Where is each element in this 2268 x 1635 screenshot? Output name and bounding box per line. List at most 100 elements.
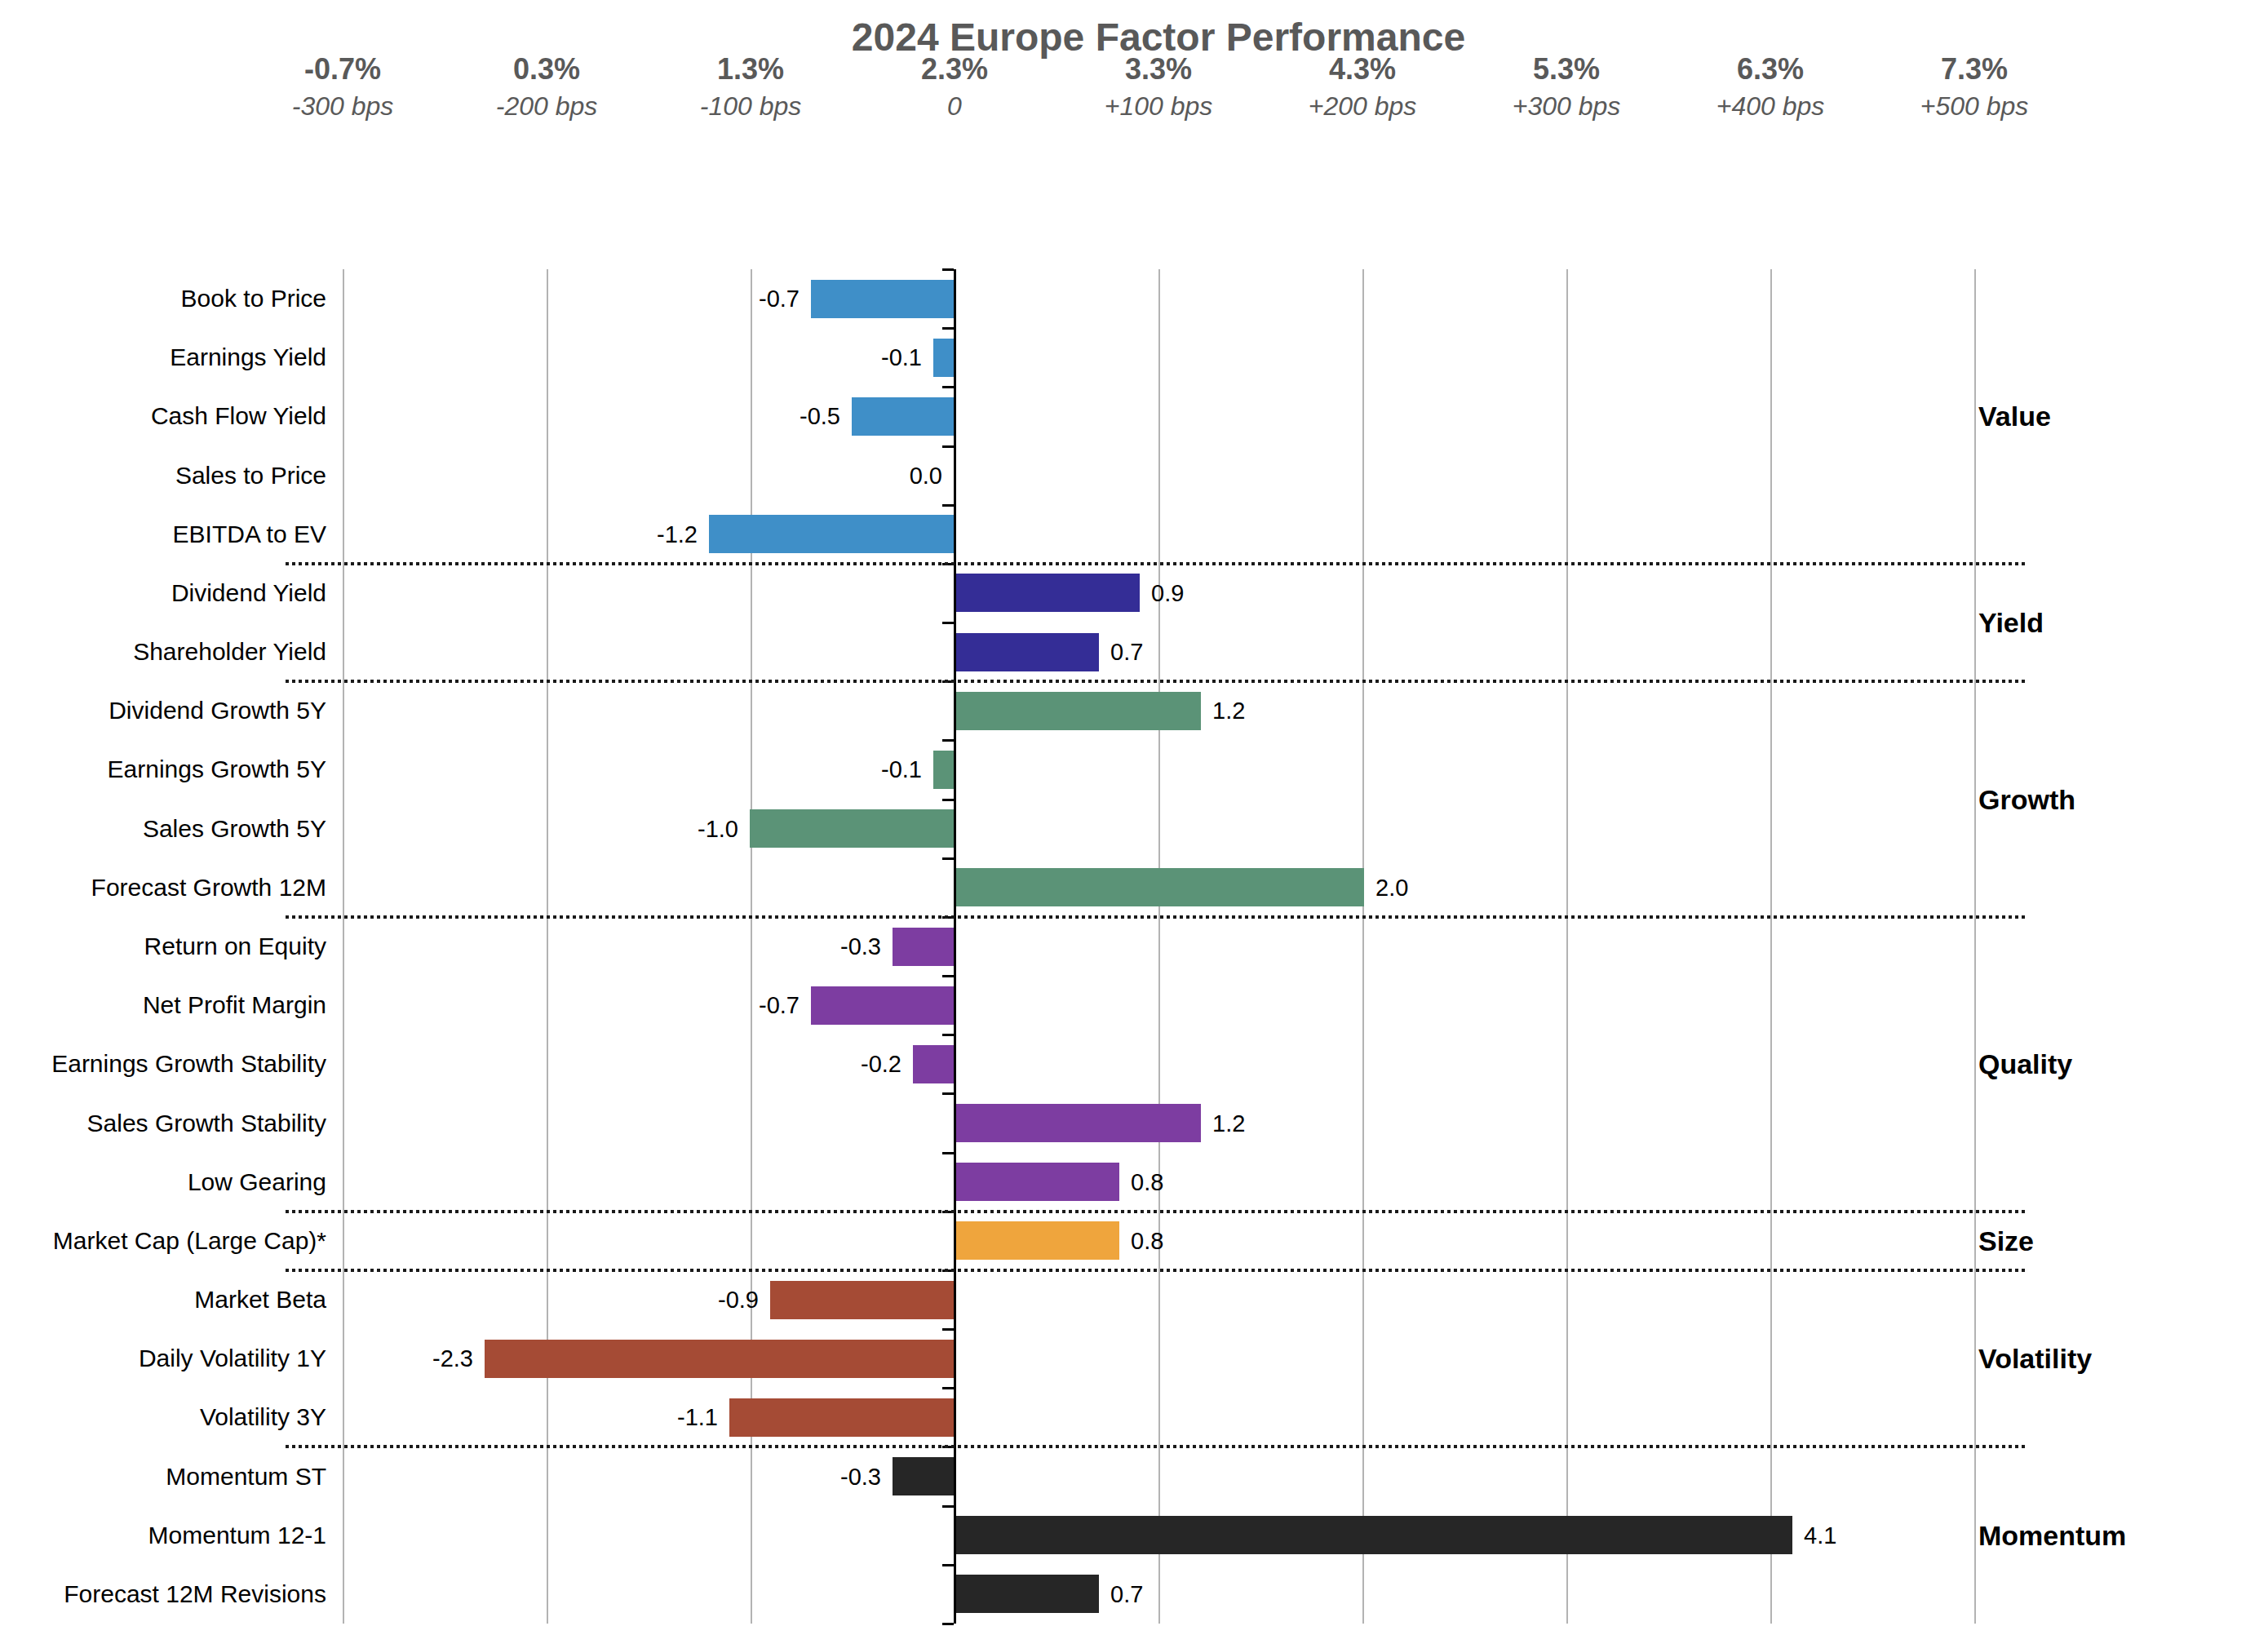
category-label: Net Profit Margin <box>0 993 326 1017</box>
x-axis-percent-label: 1.3% <box>645 52 857 86</box>
group-label-momentum: Momentum <box>1978 1522 2264 1549</box>
bar-value-label: 2.0 <box>1375 876 1408 900</box>
factor-bar <box>933 751 954 789</box>
group-label-quality: Quality <box>1978 1050 2264 1078</box>
category-label: EBITDA to EV <box>0 522 326 547</box>
category-label: Earnings Growth 5Y <box>0 757 326 782</box>
x-axis-percent-label: 2.3% <box>848 52 1061 86</box>
bar-value-label: 4.1 <box>1804 1524 1836 1548</box>
bar-value-label: 0.9 <box>1151 582 1184 605</box>
group-separator <box>286 1445 2026 1448</box>
x-axis-percent-label: -0.7% <box>237 52 449 86</box>
category-tick <box>942 1092 954 1095</box>
x-axis-bps-label: +400 bps <box>1664 91 1876 122</box>
bar-value-label: -0.3 <box>840 1465 881 1489</box>
category-label: Market Cap (Large Cap)* <box>0 1229 326 1253</box>
factor-bar <box>956 1516 1792 1554</box>
zero-baseline-axis <box>954 269 956 1624</box>
factor-bar <box>913 1045 954 1083</box>
category-label: Sales to Price <box>0 463 326 488</box>
bar-value-label: -0.7 <box>759 287 800 311</box>
gridline <box>343 269 344 1624</box>
factor-bar <box>956 1221 1119 1260</box>
factor-bar <box>956 633 1099 671</box>
x-axis-percent-label: 0.3% <box>441 52 653 86</box>
factor-bar <box>709 515 954 553</box>
x-axis-bps-label: +500 bps <box>1868 91 2080 122</box>
x-axis-percent-label: 6.3% <box>1664 52 1876 86</box>
category-label: Volatility 3Y <box>0 1405 326 1429</box>
category-tick <box>942 1505 954 1508</box>
factor-bar <box>485 1340 954 1378</box>
gridline <box>547 269 548 1624</box>
category-label: Sales Growth Stability <box>0 1111 326 1136</box>
bar-value-label: 0.7 <box>1110 640 1143 664</box>
x-axis-bps-label: +300 bps <box>1460 91 1672 122</box>
category-tick <box>942 1623 954 1625</box>
category-label: Earnings Yield <box>0 345 326 370</box>
category-tick <box>942 857 954 860</box>
category-tick <box>942 1034 954 1036</box>
bar-value-label: 0.8 <box>1131 1230 1163 1253</box>
category-tick <box>942 1387 954 1389</box>
category-tick <box>942 799 954 801</box>
bar-value-label: -0.2 <box>861 1052 901 1076</box>
category-label: Forecast Growth 12M <box>0 875 326 900</box>
x-axis-bps-label: +100 bps <box>1052 91 1265 122</box>
x-axis-bps-label: -100 bps <box>645 91 857 122</box>
factor-bar <box>852 397 954 436</box>
factor-bar <box>811 280 954 318</box>
category-tick <box>942 445 954 448</box>
category-label: Book to Price <box>0 286 326 311</box>
bar-value-label: -2.3 <box>432 1347 473 1371</box>
factor-bar <box>770 1281 954 1319</box>
x-axis-percent-label: 5.3% <box>1460 52 1672 86</box>
x-axis-bps-label: -300 bps <box>237 91 449 122</box>
factor-bar <box>956 868 1364 906</box>
factor-bar <box>933 339 954 377</box>
bar-value-label: -1.2 <box>657 523 698 547</box>
x-axis-bps-label: 0 <box>848 91 1061 122</box>
factor-bar <box>956 692 1201 730</box>
group-separator <box>286 1210 2026 1213</box>
category-label: Momentum ST <box>0 1464 326 1489</box>
factor-bar <box>956 1575 1099 1613</box>
group-separator <box>286 562 2026 565</box>
group-separator <box>286 915 2026 919</box>
bar-value-label: -0.1 <box>881 758 922 782</box>
group-label-volatility: Volatility <box>1978 1345 2264 1372</box>
bar-value-label: 0.0 <box>910 464 942 488</box>
factor-bar <box>956 1104 1201 1142</box>
factor-bar <box>956 574 1140 612</box>
factor-bar <box>893 1457 954 1495</box>
bar-value-label: 1.2 <box>1212 699 1245 723</box>
category-label: Market Beta <box>0 1287 326 1312</box>
category-tick <box>942 504 954 507</box>
gridline <box>1158 269 1160 1624</box>
category-label: Return on Equity <box>0 934 326 959</box>
category-label: Momentum 12-1 <box>0 1523 326 1548</box>
category-label: Dividend Growth 5Y <box>0 698 326 723</box>
group-separator <box>286 680 2026 683</box>
gridline <box>1362 269 1364 1624</box>
category-label: Cash Flow Yield <box>0 404 326 428</box>
gridline <box>1974 269 1976 1624</box>
bar-value-label: -0.5 <box>800 405 840 428</box>
category-label: Forecast 12M Revisions <box>0 1582 326 1606</box>
category-tick <box>942 268 954 271</box>
bar-value-label: -0.7 <box>759 994 800 1017</box>
x-axis-percent-label: 7.3% <box>1868 52 2080 86</box>
category-label: Sales Growth 5Y <box>0 817 326 841</box>
factor-bar <box>893 928 954 966</box>
category-label: Daily Volatility 1Y <box>0 1346 326 1371</box>
x-axis-percent-label: 3.3% <box>1052 52 1265 86</box>
bar-value-label: 0.7 <box>1110 1583 1143 1606</box>
category-tick <box>942 1152 954 1154</box>
category-label: Low Gearing <box>0 1170 326 1194</box>
group-label-value: Value <box>1978 402 2264 430</box>
group-separator <box>286 1269 2026 1272</box>
bar-value-label: 1.2 <box>1212 1112 1245 1136</box>
gridline <box>1566 269 1568 1624</box>
factor-bar <box>956 1163 1119 1201</box>
group-label-growth: Growth <box>1978 786 2264 813</box>
